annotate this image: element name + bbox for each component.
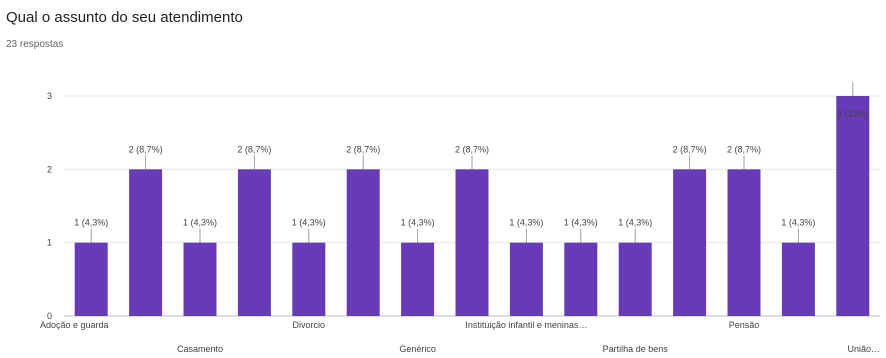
bar [455,169,489,316]
x-axis-label: Divorcio [293,320,326,330]
x-axis-label: Pensão [729,320,760,330]
data-label: 2 (8,7%) [727,144,761,154]
x-axis-label: Casamento [177,344,223,354]
x-axis-label: Instituição infantil e meninas… [465,320,587,330]
bar [183,242,217,316]
data-label: 1 (4,3%) [292,218,326,228]
data-label: 1 (4,3%) [564,218,598,228]
bar [74,242,108,316]
bar [781,242,815,316]
bar [727,169,761,316]
y-tick-label: 3 [47,91,52,101]
bar [836,96,870,316]
chart-title: Qual o assunto do seu atendimento [6,9,243,26]
data-label: 1 (4,3%) [74,218,108,228]
bar [509,242,543,316]
y-tick-label: 2 [47,164,52,174]
data-label: 3 (13%) [837,109,869,119]
x-axis-label: Partilha de bens [603,344,669,354]
x-axis-label: União… [847,344,880,354]
data-label: 2 (8,7%) [673,144,707,154]
x-axis-label: Genérico [399,344,436,354]
x-axis-label: Adoção e guarda [40,320,109,330]
data-label: 2 (8,7%) [346,144,380,154]
data-label: 2 (8,7%) [129,144,163,154]
data-label: 1 (4,3%) [509,218,543,228]
bar [673,169,707,316]
y-tick-label: 0 [47,311,52,321]
y-tick-label: 1 [47,238,52,248]
bar [618,242,652,316]
data-label: 2 (8,7%) [455,144,489,154]
data-label: 2 (8,7%) [237,144,271,154]
bar [129,169,163,316]
data-label: 1 (4,3%) [618,218,652,228]
bar [401,242,435,316]
data-label: 1 (4,3%) [401,218,435,228]
data-label: 1 (4,3%) [183,218,217,228]
bar [346,169,380,316]
data-label: 1 (4,3%) [781,218,815,228]
bar [564,242,598,316]
bar [292,242,326,316]
response-count: 23 respostas [6,39,64,50]
bar [237,169,271,316]
